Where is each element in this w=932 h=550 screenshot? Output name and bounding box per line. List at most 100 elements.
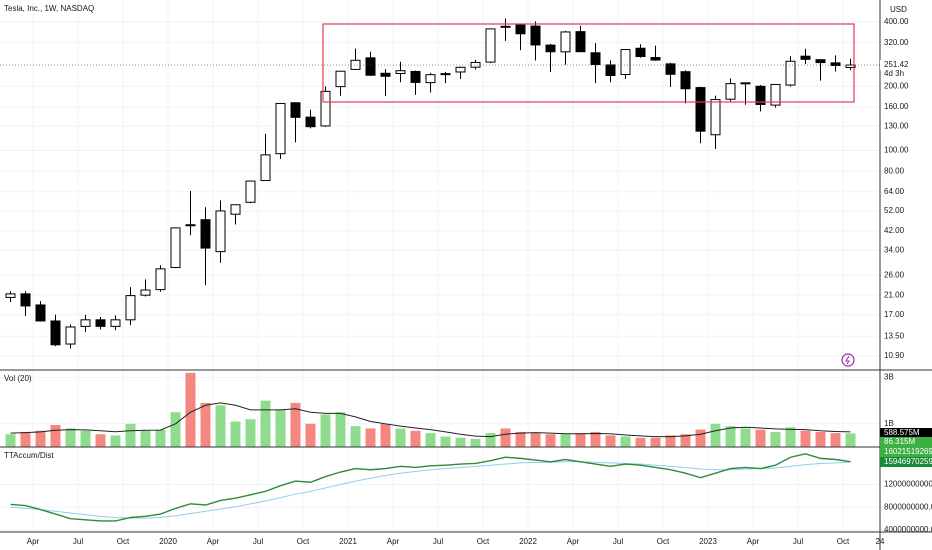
volume-last-label: 588.575M — [884, 428, 920, 437]
candle-body — [800, 55, 811, 60]
volume-bar — [290, 402, 301, 447]
y-tick-label: 17.00 — [884, 310, 905, 319]
x-tick-label: Jul — [433, 537, 443, 546]
volume-bar — [260, 400, 271, 447]
volume-bar — [200, 402, 211, 447]
volume-bar — [230, 421, 241, 447]
volume-bar — [5, 434, 16, 447]
x-tick-label: Oct — [117, 537, 130, 546]
candle-body — [245, 180, 256, 203]
candle-body — [785, 60, 796, 86]
symbol-title: Tesla, Inc., 1W, NASDAQ — [4, 4, 94, 13]
candle-body — [155, 268, 166, 291]
y-tick-label: 13.50 — [884, 331, 905, 340]
volume-bar — [680, 434, 691, 447]
x-tick-label: Apr — [567, 537, 580, 546]
annotation-rectangle — [322, 23, 855, 103]
plot — [0, 18, 880, 522]
candle-body — [230, 204, 241, 215]
candle-body — [215, 210, 226, 253]
volume-bar — [800, 430, 811, 447]
volume-bar — [110, 435, 121, 447]
y-tick-label: 42.00 — [884, 226, 905, 235]
candle-body — [260, 154, 271, 182]
volume-bar — [650, 437, 661, 447]
candle-body — [80, 319, 91, 327]
axis: Apr Jul Oct 2020 Apr Jul Oct 2021 Apr Jul Oct 2022 A… — [27, 17, 932, 546]
volume-bar — [830, 433, 841, 447]
volume-bar — [575, 433, 586, 447]
volume-bar — [65, 428, 76, 447]
candle-body — [650, 57, 661, 61]
y-tick-label: 34.00 — [884, 246, 905, 255]
y-tick-label: 80.00 — [884, 166, 905, 175]
candle-body — [200, 219, 211, 249]
candle-body — [695, 87, 706, 132]
grid — [0, 0, 880, 532]
candle-body — [590, 52, 601, 66]
x-tick-label: Apr — [747, 537, 760, 546]
candle-body — [755, 85, 766, 105]
volume-bar — [695, 429, 706, 447]
x-tick-label: 24 — [876, 537, 885, 546]
candle-body — [725, 83, 736, 100]
volume-bar — [740, 428, 751, 447]
candle-body — [140, 289, 151, 296]
volume-bar — [95, 434, 106, 447]
candle-body — [290, 102, 301, 118]
candle-body — [665, 63, 676, 75]
flash-icon[interactable] — [841, 353, 855, 367]
ad-last-label-box — [880, 447, 932, 457]
volume-bar — [380, 423, 391, 447]
candle-body — [455, 66, 466, 73]
candle-body — [125, 295, 136, 321]
y-tick-label: 3B — [884, 373, 894, 382]
volume-bar — [20, 431, 31, 447]
volume-bar — [620, 436, 631, 447]
candle-body — [530, 25, 541, 46]
candle-body — [575, 31, 586, 53]
volume-bar — [50, 424, 61, 447]
candle-body — [740, 82, 751, 85]
candle-body — [620, 49, 631, 75]
volume-bar — [185, 372, 196, 447]
x-tick-label: 2023 — [699, 537, 717, 546]
candle-body — [770, 83, 781, 106]
candle-body — [335, 70, 346, 88]
x-tick-label: Oct — [657, 537, 670, 546]
volume-bar — [530, 433, 541, 447]
volume-bar — [425, 433, 436, 447]
y-tick-label: 52.00 — [884, 206, 905, 215]
candle-body — [65, 326, 76, 345]
volume-bar — [170, 412, 181, 447]
ad-title: TTAccum/Dist — [4, 451, 54, 460]
y-tick-label: 160.00 — [884, 102, 909, 111]
candle-body — [170, 227, 181, 269]
y-tick-label: 64.00 — [884, 187, 905, 196]
volume-bar — [515, 431, 526, 447]
volume-bar — [590, 431, 601, 447]
volume-bar — [140, 430, 151, 447]
candle-body — [185, 224, 196, 227]
candle-body — [365, 57, 376, 76]
x-tick-label: Jul — [253, 537, 263, 546]
y-tick-label: 10.90 — [884, 351, 905, 360]
volume-bar — [365, 428, 376, 447]
volume-bar — [335, 412, 346, 447]
volume-bar — [440, 436, 451, 447]
volume-bar — [635, 437, 646, 447]
candle-body — [305, 116, 316, 128]
x-tick-label: Jul — [613, 537, 623, 546]
volume-bar — [785, 427, 796, 447]
x-tick-label: 2020 — [159, 537, 177, 546]
x-tick-label: Oct — [477, 537, 490, 546]
volume-bar — [815, 431, 826, 447]
y-tick-label: 200.00 — [884, 81, 909, 90]
volume-bar — [395, 428, 406, 447]
candle-body — [110, 319, 121, 327]
ad-last-label: 16021519269.93 — [884, 447, 932, 456]
candle-body — [410, 70, 421, 83]
currency: USD — [890, 5, 907, 14]
y-tick-label: 12000000000.00 — [884, 480, 932, 489]
